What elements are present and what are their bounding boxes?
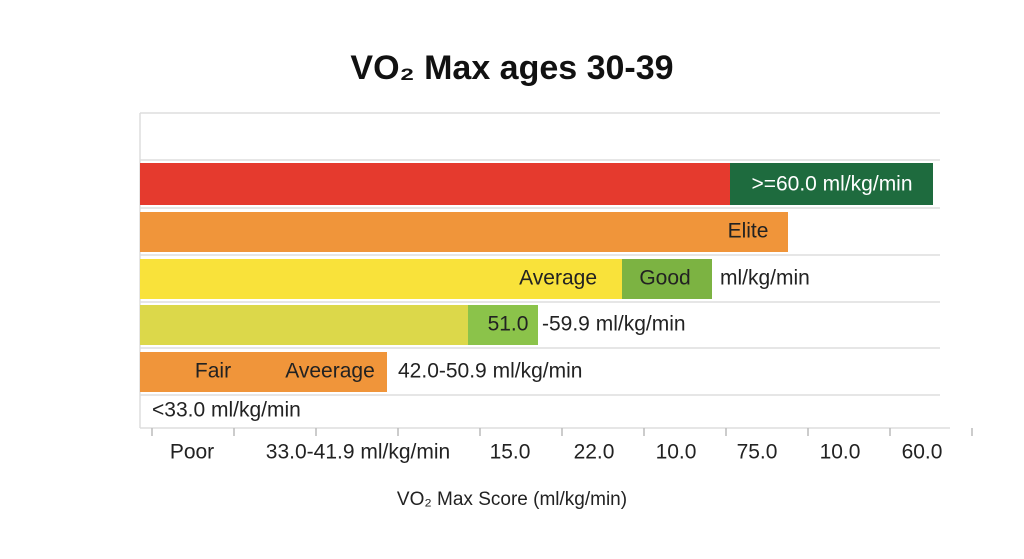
x-axis-title: VO₂ Max Score (ml/kg/min): [397, 489, 627, 510]
x-tick-label: Poor: [170, 441, 214, 464]
bar: [140, 259, 622, 299]
bar-label: 51.0: [488, 313, 529, 336]
title: VO₂ Max ages 30-39: [350, 49, 673, 87]
bar-label: Fair: [195, 360, 231, 383]
x-tick-label: 22.0: [574, 441, 615, 464]
x-tick-label: 60.0: [902, 441, 943, 464]
bar: [468, 305, 538, 345]
x-tick-label: 75.0: [737, 441, 778, 464]
bars: [140, 163, 933, 392]
x-tick-label: 33.0-41.9 ml/kg/min: [266, 441, 450, 464]
grid: [139, 112, 950, 429]
x-tick-label: 10.0: [656, 441, 697, 464]
bar-labels: >=60.0 ml/kg/min Elite Average Good ml/k…: [152, 173, 913, 422]
x-tick-label: 10.0: [820, 441, 861, 464]
bar-label: 42.0-50.9 ml/kg/min: [398, 360, 582, 383]
bar: [730, 163, 933, 205]
bar: [622, 259, 712, 299]
bar-label: Elite: [728, 220, 769, 243]
bar-label: <33.0 ml/kg/min: [152, 399, 301, 422]
bar: [140, 163, 730, 205]
bar-label: Aveerage: [285, 360, 375, 383]
bar-label: Average: [519, 267, 597, 290]
bar-label: -59.9 ml/kg/min: [542, 313, 686, 336]
bar: [140, 352, 387, 392]
x-axis: Poor 33.0-41.9 ml/kg/min 15.0 22.0 10.0 75.0 1…: [151, 428, 973, 464]
bar-label: Good: [639, 267, 690, 290]
bar: [140, 212, 788, 252]
x-tick-label: 15.0: [490, 441, 531, 464]
bar-label: ml/kg/min: [720, 267, 810, 290]
bar-label: >=60.0 ml/kg/min: [751, 173, 912, 196]
bar: [140, 305, 468, 345]
